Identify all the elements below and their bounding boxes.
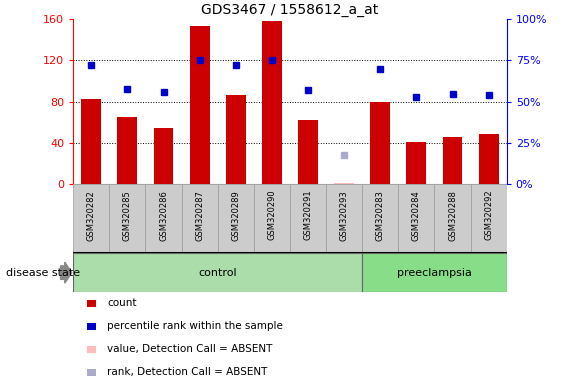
Text: GSM320287: GSM320287: [195, 190, 204, 241]
Bar: [145, 184, 181, 253]
Bar: [399, 184, 435, 253]
Bar: [362, 253, 507, 292]
Text: GSM320282: GSM320282: [87, 190, 96, 241]
Text: GSM320293: GSM320293: [339, 190, 348, 241]
Text: GSM320291: GSM320291: [303, 190, 312, 240]
Bar: [73, 184, 109, 253]
Bar: [190, 26, 209, 184]
Text: count: count: [107, 298, 136, 308]
Bar: [479, 134, 499, 184]
Text: GSM320289: GSM320289: [231, 190, 240, 241]
Text: value, Detection Call = ABSENT: value, Detection Call = ABSENT: [107, 344, 272, 354]
Bar: [87, 346, 96, 353]
Bar: [181, 184, 218, 253]
Text: control: control: [198, 268, 237, 278]
Bar: [298, 120, 318, 184]
Bar: [262, 21, 282, 184]
Bar: [254, 184, 290, 253]
Text: percentile rank within the sample: percentile rank within the sample: [107, 321, 283, 331]
Bar: [471, 184, 507, 253]
Text: GSM320285: GSM320285: [123, 190, 132, 241]
Bar: [406, 142, 426, 184]
Text: GSM320286: GSM320286: [159, 190, 168, 241]
Text: GSM320283: GSM320283: [376, 190, 385, 241]
Bar: [443, 137, 462, 184]
Title: GDS3467 / 1558612_a_at: GDS3467 / 1558612_a_at: [202, 3, 378, 17]
Bar: [226, 94, 245, 184]
Text: GSM320284: GSM320284: [412, 190, 421, 241]
Bar: [435, 184, 471, 253]
Bar: [109, 184, 145, 253]
Bar: [81, 99, 101, 184]
FancyArrow shape: [61, 262, 72, 283]
Bar: [370, 102, 390, 184]
Bar: [87, 300, 96, 306]
Bar: [218, 184, 254, 253]
Text: GSM320288: GSM320288: [448, 190, 457, 241]
Bar: [362, 184, 399, 253]
Text: rank, Detection Call = ABSENT: rank, Detection Call = ABSENT: [107, 367, 267, 377]
Bar: [118, 117, 137, 184]
Bar: [87, 369, 96, 376]
Text: GSM320292: GSM320292: [484, 190, 493, 240]
Text: preeclampsia: preeclampsia: [397, 268, 472, 278]
Text: disease state: disease state: [6, 268, 80, 278]
Bar: [154, 127, 173, 184]
Bar: [326, 184, 362, 253]
Bar: [290, 184, 326, 253]
Bar: [73, 253, 362, 292]
Bar: [334, 183, 354, 184]
Bar: [87, 323, 96, 329]
Text: GSM320290: GSM320290: [267, 190, 276, 240]
